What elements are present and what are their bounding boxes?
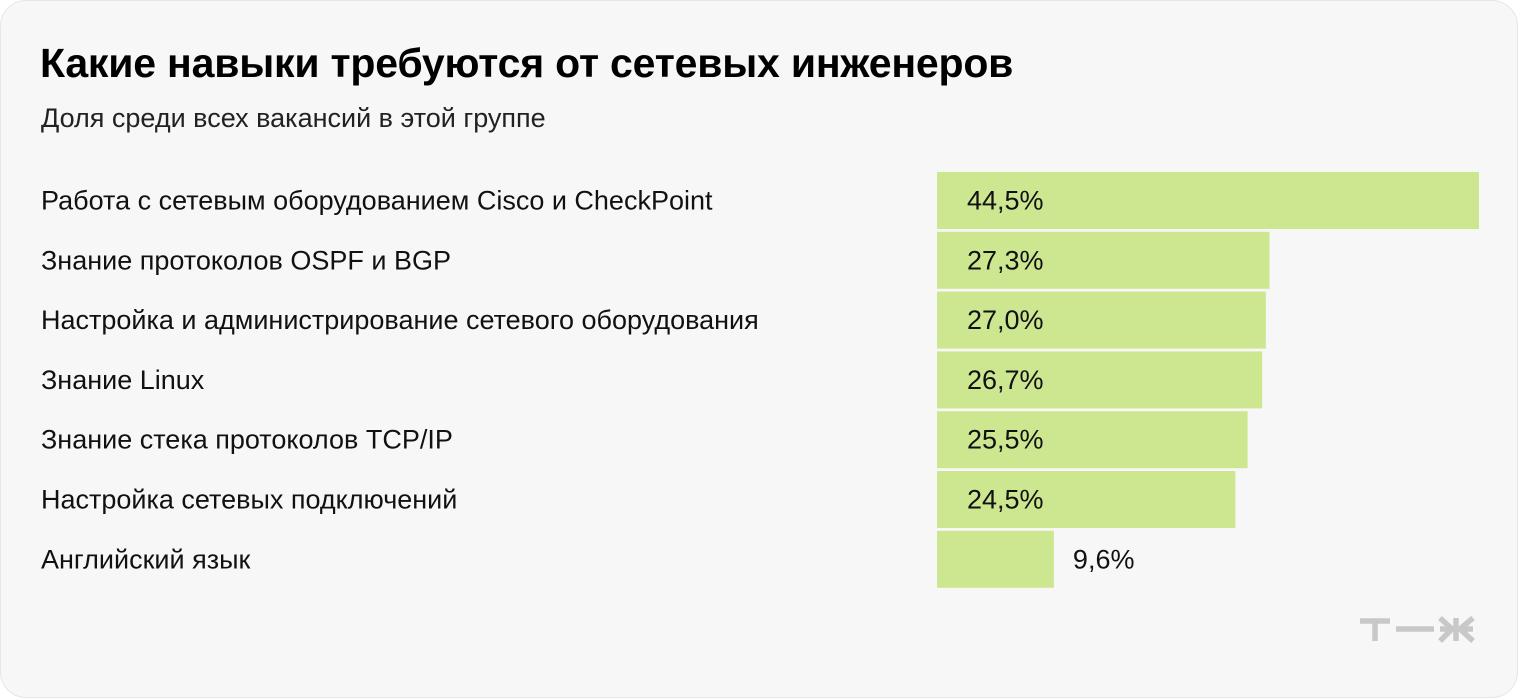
bar [937, 411, 1248, 469]
value-label: 26,7% [967, 365, 1044, 395]
bar [937, 351, 1263, 409]
category-label: Работа с сетевым оборудованием Cisco и C… [41, 186, 713, 216]
bar [937, 231, 1270, 289]
category-label: Настройка сетевых подключений [41, 485, 457, 515]
bar [937, 471, 1236, 528]
bar [937, 291, 1266, 349]
value-label: 9,6% [1073, 544, 1135, 574]
value-label: 27,3% [967, 245, 1044, 275]
bar [937, 172, 1479, 229]
category-label: Знание стека протоколов TCP/IP [41, 425, 453, 455]
tzh-logo-icon [1360, 615, 1475, 644]
category-label: Английский язык [41, 544, 250, 574]
value-label: 25,5% [967, 425, 1044, 455]
category-label: Настройка и администрирование сетевого о… [41, 305, 759, 335]
value-label: 44,5% [967, 186, 1044, 216]
category-label: Знание Linux [41, 365, 205, 395]
bar [937, 530, 1054, 588]
value-label: 24,5% [967, 485, 1044, 515]
chart-subtitle: Доля среди всех вакансий в этой группе [41, 103, 546, 133]
chart-title: Какие навыки требуются от сетевых инжене… [40, 40, 1014, 86]
category-label: Знание протоколов OSPF и BGP [41, 245, 451, 275]
value-label: 27,0% [967, 305, 1044, 335]
